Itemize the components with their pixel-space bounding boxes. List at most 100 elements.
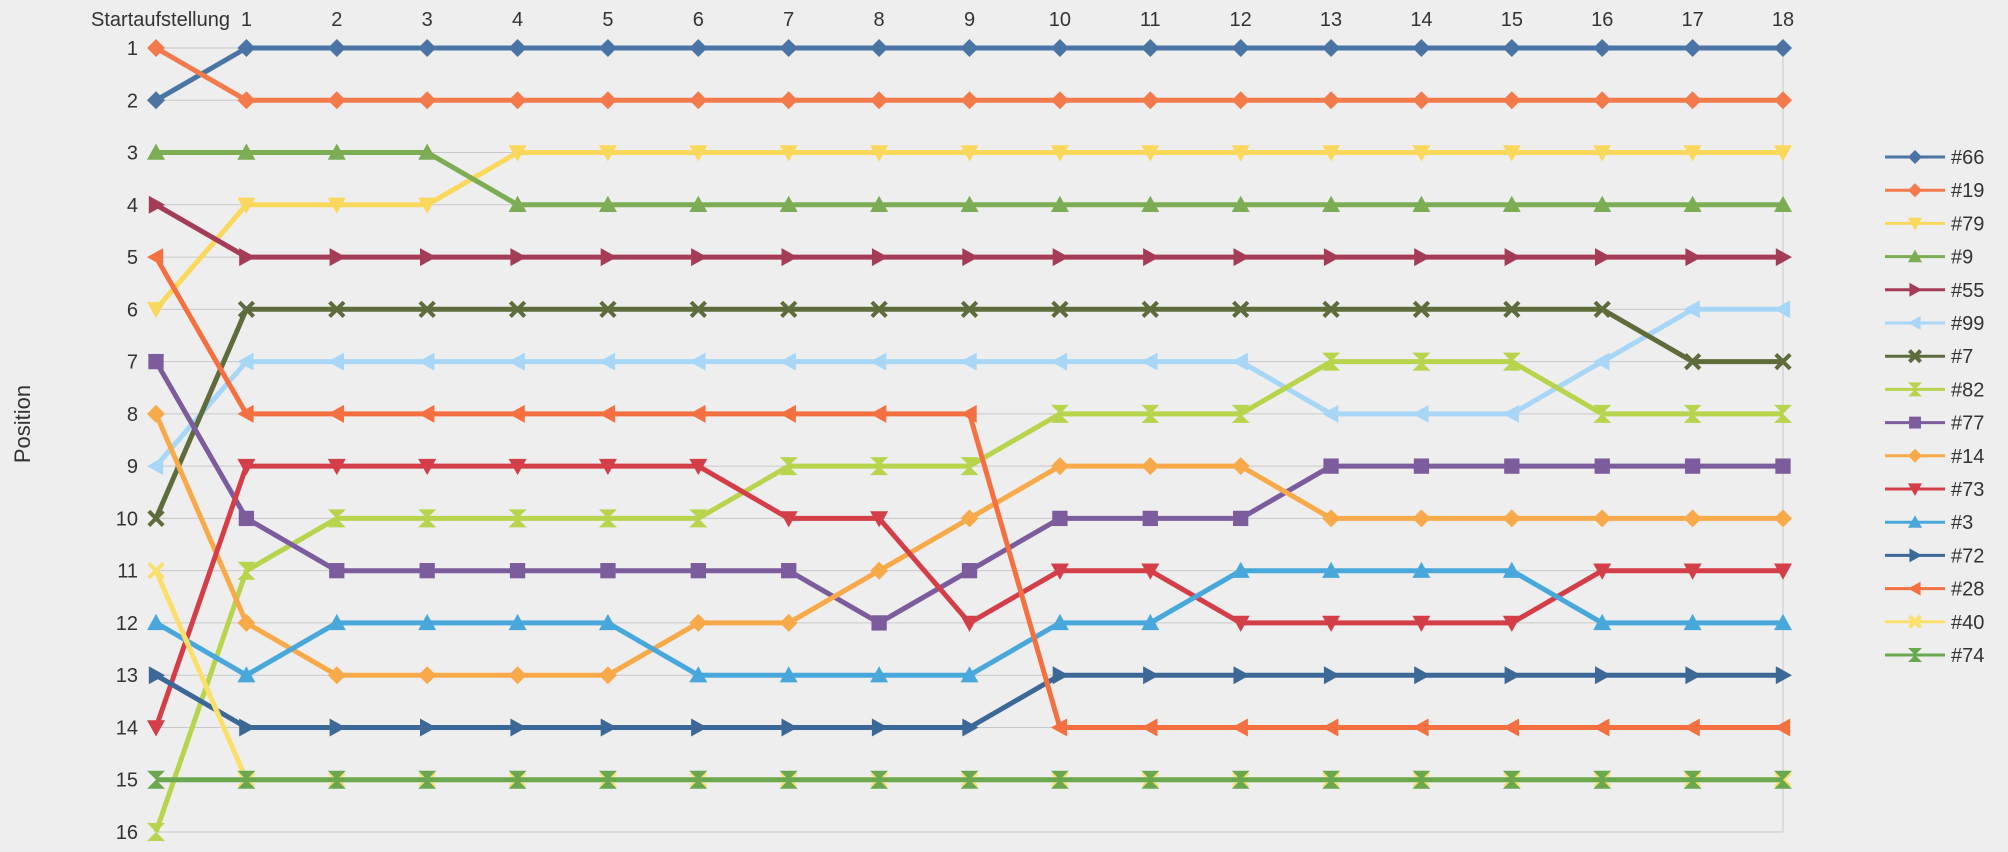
legend-item: #77 [1885, 413, 1984, 435]
data-point [147, 562, 165, 580]
data-point [1050, 563, 1069, 580]
data-point [418, 666, 437, 685]
data-point [779, 511, 798, 528]
data-point [689, 613, 708, 632]
data-point [1775, 458, 1791, 474]
y-tick-label: 2 [127, 90, 138, 112]
data-point [1775, 666, 1792, 685]
x-tick-label: 9 [964, 9, 975, 31]
data-point [1774, 718, 1791, 737]
x-tick-label: 13 [1320, 9, 1342, 31]
data-point [237, 561, 256, 580]
legend-marker [1908, 448, 1922, 463]
data-point [870, 195, 889, 212]
series-9 [147, 143, 1792, 212]
data-point [419, 563, 435, 579]
data-point [961, 563, 978, 579]
legend-item: #28 [1885, 579, 1984, 601]
x-tick-label: Startaufstellung [91, 9, 230, 31]
x-tick-label: 12 [1230, 9, 1252, 31]
data-point [779, 145, 798, 162]
data-point [508, 613, 527, 631]
data-point [147, 823, 165, 841]
legend-marker [1907, 349, 1923, 364]
data-point [1593, 39, 1612, 57]
y-tick-label: 10 [116, 508, 138, 530]
data-point [689, 300, 707, 318]
data-point [870, 145, 889, 162]
data-point [960, 91, 979, 110]
data-point [1774, 404, 1792, 423]
data-point [508, 39, 527, 57]
legend-marker [1908, 183, 1922, 198]
x-tick-label: 17 [1681, 9, 1703, 31]
data-point [870, 91, 889, 110]
data-point [418, 39, 437, 57]
data-point [960, 509, 979, 528]
y-tick-label: 16 [116, 822, 138, 844]
data-point [1503, 300, 1521, 318]
data-point [1502, 770, 1521, 789]
legend-marker [1909, 548, 1922, 563]
x-tick-label: 1 [241, 9, 252, 31]
data-point [1593, 352, 1610, 371]
data-point [598, 352, 616, 371]
data-point [1414, 666, 1431, 685]
data-point [327, 352, 344, 371]
data-point [147, 39, 165, 57]
data-point [1052, 510, 1068, 527]
series-82 [147, 352, 1792, 841]
data-point [509, 563, 526, 579]
data-point [237, 300, 256, 318]
data-point [779, 352, 796, 371]
x-tick-label: 6 [693, 9, 704, 31]
legend-marker [1908, 515, 1922, 528]
series-55 [148, 195, 1792, 267]
x-tick-label: 4 [512, 9, 523, 31]
data-point [871, 248, 889, 267]
legend-item: #40 [1885, 612, 1984, 634]
data-point [1141, 404, 1160, 423]
legend-item: #99 [1885, 313, 1984, 335]
data-point [418, 404, 435, 423]
legend-marker [1908, 150, 1922, 164]
data-point [237, 404, 254, 423]
series-79 [147, 145, 1792, 319]
data-point [1323, 248, 1341, 267]
y-tick-label: 1 [127, 38, 138, 60]
series-line-79 [154, 150, 1783, 311]
data-point [689, 509, 708, 528]
y-tick-label: 7 [127, 352, 138, 374]
data-point [1504, 248, 1521, 267]
legend-item: #19 [1885, 180, 1984, 202]
data-point [1685, 248, 1702, 267]
data-point [1323, 458, 1339, 474]
data-point [508, 300, 527, 318]
data-point [420, 718, 437, 737]
data-point [1683, 613, 1702, 631]
data-point [1232, 300, 1250, 318]
data-point [1412, 561, 1431, 578]
data-point [418, 91, 437, 110]
data-point [147, 404, 165, 423]
legend-marker [1908, 648, 1922, 662]
data-point [1412, 145, 1431, 162]
data-point [329, 248, 346, 267]
data-point [1412, 91, 1431, 110]
data-point [1502, 195, 1521, 212]
data-point [871, 718, 889, 737]
data-point [508, 458, 527, 476]
y-tick-label: 5 [127, 247, 138, 269]
data-point [781, 718, 798, 737]
series-72 [148, 666, 1792, 737]
data-point [237, 91, 256, 110]
data-point [779, 195, 798, 212]
series-19 [147, 39, 1792, 110]
legend: #66 #19 #79 #9 #55 #99 #7 #82 #77 #14 #73 #3 #72 #28 #… [1885, 147, 1984, 667]
data-point [1502, 404, 1519, 423]
data-point [1322, 145, 1341, 162]
data-point [1504, 458, 1520, 474]
data-point [598, 195, 617, 212]
